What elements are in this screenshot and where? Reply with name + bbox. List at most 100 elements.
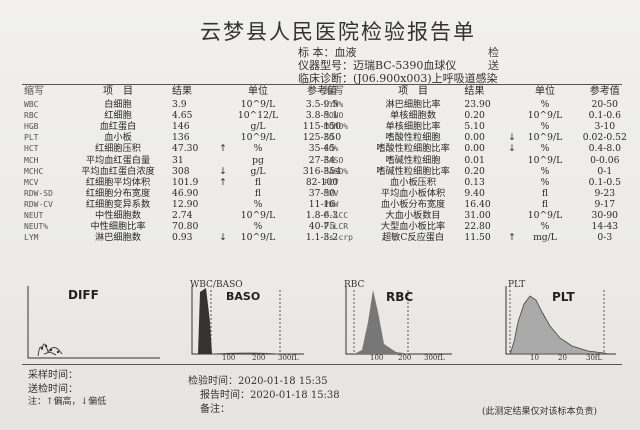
table-header-right: 缩写 项 目 结果 单位 参考值 [322,86,640,99]
flag-legend: 注：↑偏高，↓偏低 [28,397,107,407]
col-ref: 参考值 [589,86,620,97]
test-code: hs-crp [324,233,353,243]
rbc-histogram-panel: RBC RBC 100 200 300fL [340,280,456,362]
test-unit: g/L [250,165,266,177]
wbc-tick-300: 300fL [278,354,299,362]
check-time-value: 2020-01-18 15:35 [238,376,328,387]
plt-label: PLT [552,290,575,304]
test-flag [504,99,521,110]
test-value: 2.74 [172,210,193,222]
test-reference: 35-45 [308,143,336,155]
table-row: EO 嗜酸性粒细胞 0.00 ↓ 10^9/L 0.02-0.52 [322,132,640,143]
test-code: EO [324,133,334,143]
col-name: 项 目 [398,86,429,97]
test-unit: % [540,99,550,111]
test-unit: 10^9/L [527,154,563,166]
diff-label: DIFF [68,288,99,302]
table-row: MONO 单核细胞数 0.20 10^9/L 0.1-0.6 [322,110,640,121]
test-name: 平均血小板体积 [380,187,446,199]
col-code: 缩写 [24,86,44,97]
test-flag: ↑ [508,232,516,244]
test-reference: 0-1 [597,165,613,177]
test-reference: 9-17 [594,198,616,210]
table-row: RDW-SD 红细胞分布宽度 46.90 fl 37-50 [22,188,360,199]
test-code: PCT [324,177,339,187]
disclaimer: (此测定结果仅对该标本负责) [482,407,598,417]
specimen-value: 血液 [334,46,357,59]
report-time-label: 报告时间： [200,390,250,401]
test-name: 淋巴细胞比率 [385,99,441,111]
test-unit: 10^9/L [527,132,563,144]
table-row: MCHC 平均血红蛋白浓度 308 ↓ g/L 316-354 [22,166,360,177]
test-name: 单核细胞比率 [385,121,441,133]
test-name: 嗜酸性粒细胞 [385,132,441,144]
wbc-baso-histogram [191,286,304,355]
test-reference: 3-10 [594,121,616,133]
test-code: HGB [24,122,39,132]
rbc-tick-200: 200 [398,354,412,362]
table-header-left: 缩写 项 目 结果 单位 参考值 [22,86,360,99]
test-unit: % [540,176,550,188]
test-name: 嗜碱性粒细胞比率 [376,165,450,177]
test-reference: 316-354 [302,165,342,177]
test-code: HCT [24,144,39,154]
test-value: 0.00 [464,132,485,144]
rbc-label: RBC [386,290,414,304]
test-code: EO% [324,144,339,154]
test-reference: 0.4-8.0 [588,143,621,155]
test-reference: 11-16 [308,198,336,210]
test-unit: 10^9/L [527,110,563,122]
table-row: PDW 血小板分布宽度 16.40 fl 9-17 [322,199,640,210]
test-unit: 10^9/L [240,232,276,244]
test-value: 22.80 [464,221,491,233]
test-name: 中性细胞比率 [90,221,146,233]
test-flag [504,121,521,132]
test-unit: % [540,121,550,133]
test-flag: ↓ [219,232,227,244]
col-name: 项 目 [103,86,133,97]
test-flag [504,210,521,221]
test-value: 31.00 [464,210,491,222]
diff-scatter-plot [27,286,160,359]
test-code: P-LCC [324,211,349,221]
report-time-row: 报告时间：2020-01-18 15:38 [200,386,340,401]
test-value: 12.90 [172,198,199,210]
table-row: HCT 红细胞压积 47.30 ↑% 35-45 [22,143,360,154]
test-value: 31 [172,154,184,166]
test-value: 46.90 [172,187,199,199]
test-code: RDW-CV [24,199,53,209]
test-reference: 37-50 [308,187,336,199]
test-value: 5.10 [464,121,485,133]
table-row: EO% 嗜酸性粒细胞比率 0.00 ↓% 0.4-8.0 [322,143,640,154]
test-unit: % [540,165,550,177]
test-reference: 3.5-9.5 [305,99,339,111]
test-flag [504,166,521,177]
test-flag: ↓ [508,143,516,155]
test-flag [504,155,521,166]
table-row: BASO 嗜碱性粒细胞 0.01 10^9/L 0-0.06 [322,155,640,166]
table-row: LYM 淋巴细胞数 0.93 ↓ 10^9/L 1.1-3.2 [22,232,360,243]
test-flag [214,188,232,199]
col-ref: 参考值 [307,86,337,97]
plt-histogram-panel: PLT PLT 10 20 30fL [500,280,620,362]
test-unit: fl [541,187,549,199]
test-value: 101.9 [172,176,199,188]
test-code: RBC [24,111,39,121]
test-name: 血红蛋白 [99,121,137,133]
table-row: LYM% 淋巴细胞比率 23.90% 20-50 [322,99,640,110]
test-code: MCHC [24,166,44,176]
bottom-divider [22,364,622,365]
report-title: 云梦县人民医院检验报告单 [200,20,476,44]
test-unit: % [540,143,550,155]
test-reference: 0.1-0.6 [588,110,621,122]
test-code: BASO% [324,166,349,176]
test-reference: 27-34 [308,154,336,166]
test-code: MCV [24,177,39,187]
table-row: WBC 白细胞 3.9 10^9/L 3.5-9.5 [22,99,360,110]
table-row: P-LCC 大血小板数目 31.00 10^9/L 30-90 [322,210,640,221]
wbc-tick-100: 100 [222,354,236,362]
test-name: 白细胞 [104,99,132,111]
test-value: 4.65 [172,110,193,122]
test-reference: 0-3 [597,232,613,244]
check-time-label: 检验时间： [188,376,238,387]
